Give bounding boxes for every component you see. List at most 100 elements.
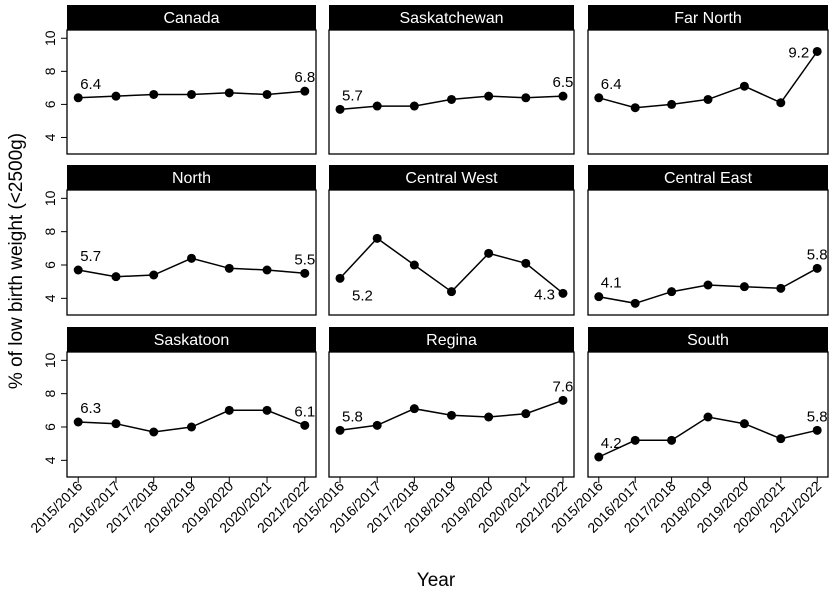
panel-north: North 4 6 8 10 5.7 5.5: [42, 165, 317, 316]
panel-frame: [66, 189, 317, 316]
data-point: [812, 46, 822, 56]
data-label: 6.4: [601, 76, 622, 93]
data-label: 6.3: [80, 400, 101, 417]
data-point: [300, 420, 310, 430]
data-point: [447, 94, 456, 104]
panel-title: Central East: [664, 170, 753, 187]
panel-frame: [587, 29, 829, 155]
y-tick-label: 6: [42, 261, 58, 269]
panel-strip: [67, 327, 316, 352]
data-point: [703, 94, 713, 104]
y-tick-label: 8: [42, 67, 58, 75]
data-point: [594, 452, 604, 462]
data-label: 5.7: [80, 248, 101, 265]
data-point: [73, 417, 83, 427]
data-label: 6.1: [294, 403, 315, 420]
data-point: [262, 89, 272, 99]
data-point: [630, 103, 640, 113]
data-point: [187, 253, 196, 263]
panel-title: Canada: [163, 10, 219, 27]
data-point: [739, 282, 749, 292]
data-point: [409, 260, 419, 270]
panel-strip: [588, 327, 828, 352]
data-point: [630, 298, 640, 308]
panel-title: Central West: [405, 170, 498, 187]
data-point: [594, 292, 604, 302]
panel-south: South2015/20162016/20172017/20182018/201…: [548, 327, 829, 536]
data-point: [149, 270, 159, 280]
data-point: [558, 91, 568, 101]
data-point: [521, 258, 531, 268]
panel-strip: [67, 165, 316, 190]
data-point: [739, 81, 749, 91]
data-label: 5.7: [342, 87, 363, 104]
data-point: [521, 409, 531, 419]
data-label: 5.8: [807, 408, 828, 425]
panel-title: Far North: [674, 10, 742, 27]
data-point: [372, 101, 382, 111]
data-point: [224, 405, 234, 415]
data-point: [372, 420, 382, 430]
data-point: [630, 435, 640, 445]
panel-title: Saskatchewan: [399, 10, 503, 27]
data-point: [558, 288, 568, 298]
data-point: [149, 89, 159, 99]
data-point: [73, 93, 83, 103]
data-point: [335, 425, 345, 435]
data-point: [409, 404, 419, 414]
panel-frame: [328, 189, 575, 316]
panel-regina: Regina2015/20162016/20172017/20182018/20…: [289, 327, 575, 536]
data-label: 4.1: [601, 275, 622, 292]
data-point: [335, 273, 345, 283]
panel-strip: [329, 165, 574, 190]
y-axis-title: % of low birth weight (<2500g): [6, 133, 27, 389]
panel-saskatoon: Saskatoon468102015/20162016/20172017/201…: [27, 327, 317, 536]
y-tick-label: 8: [42, 390, 58, 398]
data-point: [484, 412, 494, 422]
data-point: [300, 268, 310, 278]
data-point: [667, 99, 677, 109]
data-point: [447, 287, 456, 297]
data-point: [372, 233, 382, 243]
y-tick-label: 6: [42, 100, 58, 108]
y-tick-label: 4: [42, 456, 58, 464]
data-point: [558, 395, 568, 405]
y-tick-label: 10: [42, 30, 58, 46]
data-label: 6.5: [553, 74, 574, 91]
y-tick-label: 4: [42, 294, 58, 302]
data-point: [111, 419, 121, 429]
data-point: [447, 410, 456, 420]
data-point: [667, 287, 677, 297]
panel-far-north: Far North 6.4 9.2: [587, 5, 829, 155]
panel-frame: [587, 189, 829, 316]
panel-strip: [329, 327, 574, 352]
data-point: [409, 101, 419, 111]
data-label: 7.6: [553, 378, 574, 395]
data-point: [187, 422, 196, 432]
data-point: [111, 272, 121, 282]
data-point: [224, 263, 234, 273]
data-point: [262, 265, 272, 275]
data-point: [703, 412, 713, 422]
data-point: [776, 98, 786, 108]
data-label: 5.8: [342, 408, 363, 425]
panel-central-west: Central West 5.2 4.3: [328, 165, 575, 316]
panel-title: South: [687, 332, 729, 349]
data-label: 4.2: [601, 435, 622, 452]
panel-strip: [67, 5, 316, 30]
data-label: 5.2: [352, 287, 373, 304]
data-point: [594, 93, 604, 103]
data-point: [262, 405, 272, 415]
data-point: [335, 104, 345, 114]
data-point: [111, 91, 121, 101]
data-point: [776, 283, 786, 293]
data-label: 9.2: [788, 44, 809, 61]
data-point: [812, 425, 822, 435]
data-point: [187, 89, 196, 99]
panel-strip: [588, 5, 828, 30]
panel-strip: [588, 165, 828, 190]
data-label: 6.4: [80, 76, 101, 93]
data-point: [667, 435, 677, 445]
y-tick-label: 10: [42, 190, 58, 206]
y-tick-label: 4: [42, 133, 58, 141]
